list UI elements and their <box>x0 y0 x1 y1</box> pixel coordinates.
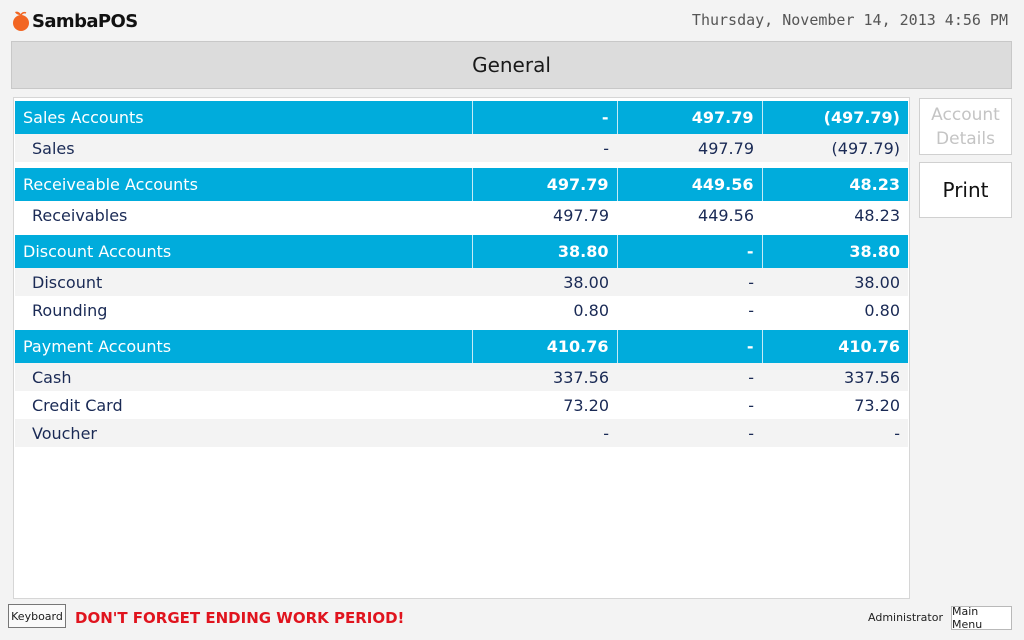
group-value: - <box>472 101 618 134</box>
account-row-receivables[interactable]: Receivables 497.79 449.56 48.23 <box>15 201 908 229</box>
current-user-label: Administrator <box>868 611 943 624</box>
account-value: 38.00 <box>472 268 617 296</box>
account-name: Voucher <box>15 419 472 447</box>
account-name: Sales <box>15 134 472 162</box>
group-value: 38.80 <box>762 235 908 268</box>
footer: Keyboard DON'T FORGET ENDING WORK PERIOD… <box>0 602 1024 640</box>
group-value: - <box>617 330 763 363</box>
group-value: 38.80 <box>472 235 618 268</box>
account-value: 0.80 <box>864 300 900 320</box>
account-details-label-line2: Details <box>936 128 995 149</box>
datetime-display: Thursday, November 14, 2013 4:56 PM <box>691 11 1008 29</box>
header: SambaPOS Thursday, November 14, 2013 4:5… <box>0 0 1024 40</box>
account-name: Credit Card <box>32 395 123 415</box>
account-value: - <box>748 395 754 415</box>
group-row-discount-accounts[interactable]: Discount Accounts 38.80 - 38.80 <box>15 235 908 268</box>
group-row-receiveable-accounts[interactable]: Receiveable Accounts 497.79 449.56 48.23 <box>15 168 908 201</box>
account-value: 497.79 <box>553 205 609 225</box>
group-name: Receiveable Accounts <box>15 168 473 201</box>
account-value: - <box>617 419 762 447</box>
account-value: 73.20 <box>563 395 609 415</box>
account-value: - <box>617 268 762 296</box>
account-name: Discount <box>15 268 472 296</box>
sambapos-logo: SambaPOS <box>11 8 138 34</box>
account-value: 48.23 <box>854 205 900 225</box>
group-value: 48.23 <box>762 168 908 201</box>
page-title: General <box>11 41 1012 89</box>
keyboard-button[interactable]: Keyboard <box>8 604 66 628</box>
account-value: 73.20 <box>854 395 900 415</box>
group-name: Discount Accounts <box>15 235 473 268</box>
account-value: - <box>472 134 617 162</box>
account-value: 0.80 <box>573 300 609 320</box>
group-value: 410.76 <box>762 330 908 363</box>
account-value: 337.56 <box>472 363 617 391</box>
account-value: - <box>748 300 754 320</box>
group-value: 497.79 <box>617 101 763 134</box>
account-value: - <box>617 363 762 391</box>
group-value: (497.79) <box>762 101 908 134</box>
account-row-rounding[interactable]: Rounding 0.80 - 0.80 <box>15 296 908 324</box>
group-value: 449.56 <box>617 168 763 201</box>
account-name: Cash <box>15 363 472 391</box>
accounts-report-panel: Sales Accounts - 497.79 (497.79) Sales -… <box>13 97 910 599</box>
account-row-discount[interactable]: Discount 38.00 - 38.00 <box>15 268 908 296</box>
group-value: 410.76 <box>472 330 618 363</box>
account-row-sales[interactable]: Sales - 497.79 (497.79) <box>15 134 908 162</box>
account-value: - <box>472 419 617 447</box>
account-row-voucher[interactable]: Voucher - - - <box>15 419 908 447</box>
group-value: - <box>617 235 763 268</box>
account-name: Rounding <box>32 300 108 320</box>
group-row-sales-accounts[interactable]: Sales Accounts - 497.79 (497.79) <box>15 101 908 134</box>
account-details-button[interactable]: Account Details <box>919 98 1012 155</box>
print-button[interactable]: Print <box>919 162 1012 218</box>
orange-logo-icon <box>13 11 29 31</box>
accounts-table: Sales Accounts - 497.79 (497.79) Sales -… <box>15 101 908 447</box>
account-value: 497.79 <box>617 134 762 162</box>
account-name: Receivables <box>32 205 128 225</box>
main-menu-button[interactable]: Main Menu <box>951 605 1012 631</box>
account-value: 337.56 <box>762 363 908 391</box>
group-row-payment-accounts[interactable]: Payment Accounts 410.76 - 410.76 <box>15 330 908 363</box>
logo-text: SambaPOS <box>32 10 138 32</box>
group-value: 497.79 <box>472 168 618 201</box>
account-value: (497.79) <box>762 134 908 162</box>
work-period-warning: DON'T FORGET ENDING WORK PERIOD! <box>75 609 405 627</box>
group-name: Sales Accounts <box>15 101 473 134</box>
account-value: 38.00 <box>762 268 908 296</box>
account-value: - <box>762 419 908 447</box>
account-value: 449.56 <box>698 205 754 225</box>
account-row-cash[interactable]: Cash 337.56 - 337.56 <box>15 363 908 391</box>
account-row-credit-card[interactable]: Credit Card 73.20 - 73.20 <box>15 391 908 419</box>
group-name: Payment Accounts <box>15 330 473 363</box>
account-details-label-line1: Account <box>931 104 1000 125</box>
